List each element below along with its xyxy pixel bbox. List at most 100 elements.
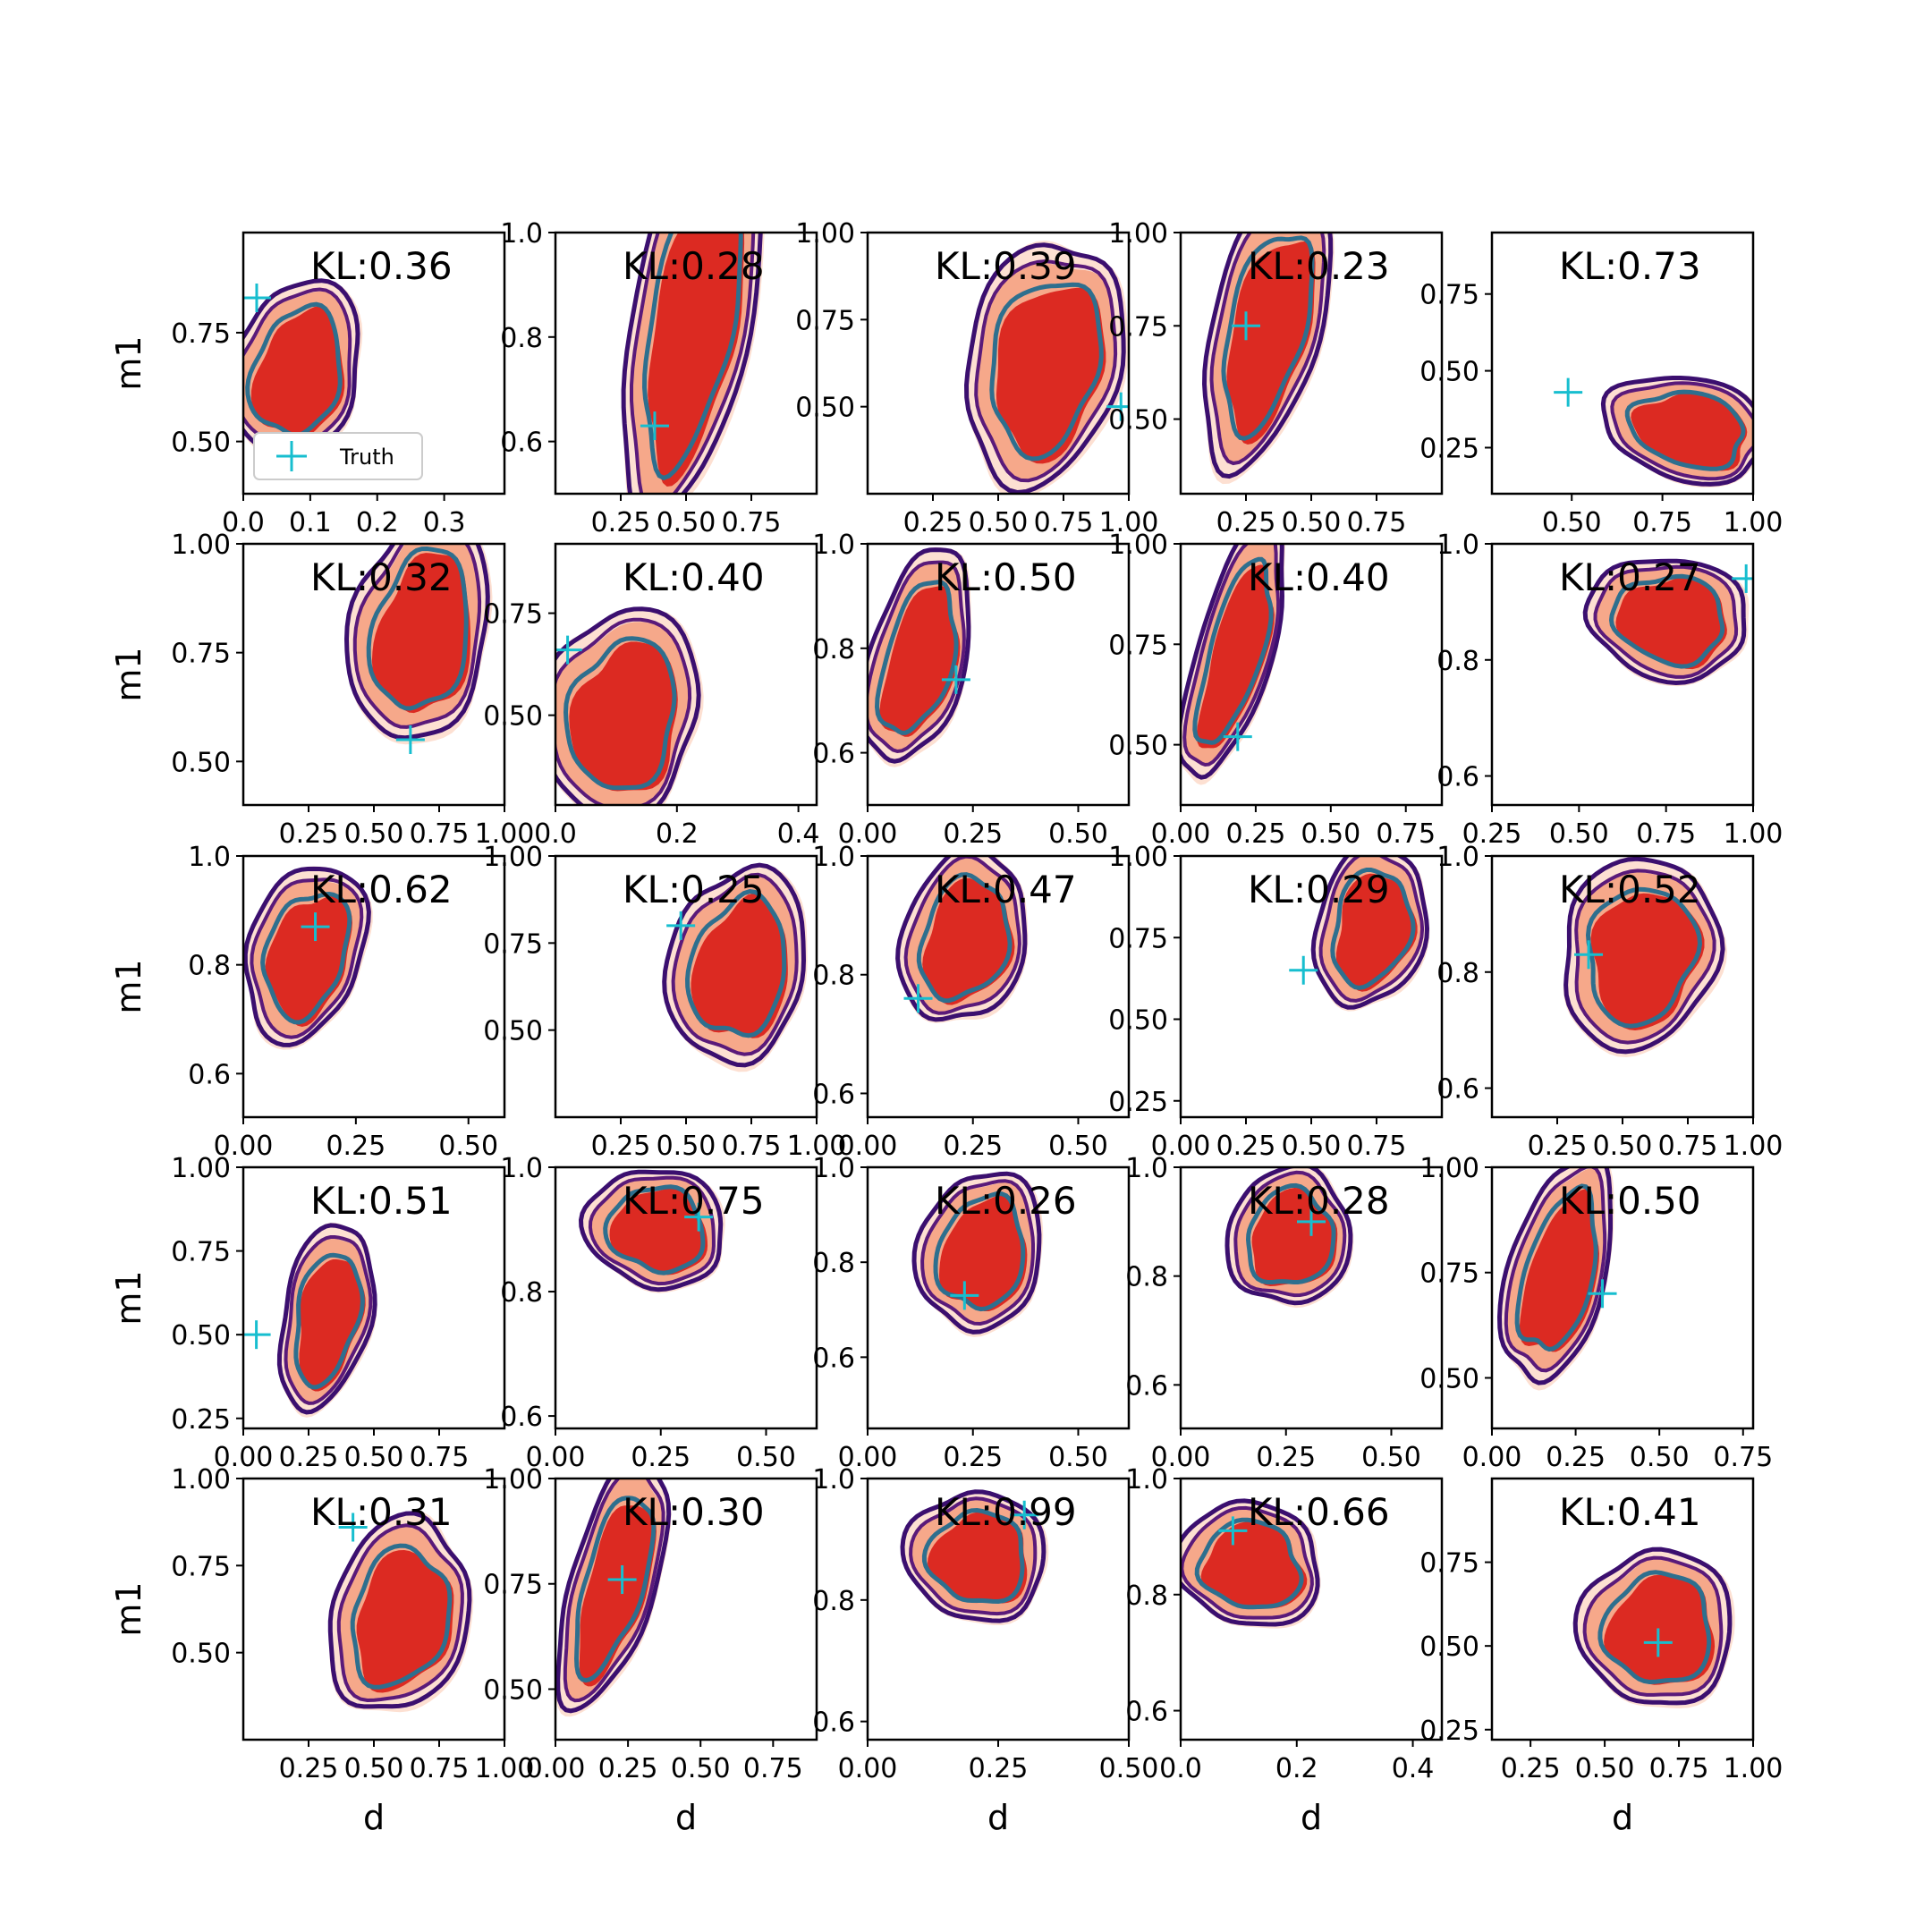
y-tick-label: 0.75 bbox=[1108, 923, 1168, 954]
truth-marker bbox=[941, 665, 970, 694]
subplot-23: 0.00 0.25 0.50 0.6 0.8 1.0 KL:0.99 d bbox=[812, 1464, 1158, 1837]
contour-line-outer bbox=[911, 1171, 1042, 1335]
kl-annotation: KL:0.40 bbox=[623, 555, 765, 599]
truth-marker bbox=[243, 284, 271, 312]
x-tick-label: 0.25 bbox=[326, 1131, 386, 1162]
x-tick-label: 0.4 bbox=[777, 818, 820, 850]
y-tick-label: 0.50 bbox=[483, 701, 543, 733]
x-tick-label: 0.75 bbox=[722, 1131, 782, 1162]
y-tick-label: 0.75 bbox=[1419, 1258, 1479, 1290]
contour-line-inner bbox=[1597, 1570, 1712, 1685]
truth-marker bbox=[1643, 1628, 1673, 1657]
kl-annotation: KL:0.36 bbox=[310, 244, 453, 288]
axes-frame bbox=[1490, 1477, 1755, 1741]
y-tick-label: 0.75 bbox=[483, 1570, 543, 1601]
contour-line-mid bbox=[1209, 233, 1326, 466]
x-tick-label: 0.25 bbox=[1256, 1442, 1316, 1473]
contour-line-mid bbox=[1182, 544, 1281, 767]
subplot-8: 0.00 0.25 0.50 0.6 0.8 1.0 KL:0.50 bbox=[812, 530, 1131, 850]
density-fill-inner bbox=[569, 641, 678, 792]
density-fill-inner bbox=[922, 877, 1015, 1005]
contour-line-outer bbox=[1582, 558, 1747, 686]
kl-annotation: KL:0.28 bbox=[1248, 1179, 1390, 1223]
x-tick-label: 0.25 bbox=[591, 507, 651, 538]
truth-marker bbox=[1106, 392, 1129, 421]
contour-line-outer bbox=[243, 866, 371, 1047]
density-fill-inner bbox=[691, 893, 788, 1038]
y-tick-label: 0.75 bbox=[1108, 630, 1168, 661]
x-tick-label: 0.25 bbox=[1501, 1753, 1561, 1784]
y-tick-label: 0.75 bbox=[483, 599, 543, 631]
truth-marker bbox=[684, 1202, 714, 1232]
truth-marker bbox=[301, 912, 330, 942]
density-contours bbox=[243, 278, 363, 466]
density-contours bbox=[868, 547, 971, 767]
contour-line-mid bbox=[563, 1479, 665, 1703]
x-tick-label: 0.50 bbox=[1630, 1442, 1690, 1473]
density-fill-inner bbox=[250, 306, 345, 438]
density-contours bbox=[1201, 233, 1335, 485]
contour-line-mid bbox=[250, 877, 364, 1039]
contour-line-outer bbox=[1224, 1167, 1353, 1306]
kl-annotation: KL:0.31 bbox=[310, 1490, 453, 1534]
y-tick-label: 1.00 bbox=[1108, 218, 1168, 250]
truth-marker bbox=[1010, 1500, 1039, 1530]
y-tick-label: 1.0 bbox=[812, 1464, 855, 1496]
truth-marker bbox=[1297, 1207, 1326, 1236]
truth-marker bbox=[1218, 1516, 1248, 1546]
contour-line-outer bbox=[1181, 1498, 1320, 1627]
y-tick-label: 0.50 bbox=[483, 1016, 543, 1047]
kl-annotation: KL:0.62 bbox=[310, 868, 453, 911]
y-tick-label: 0.8 bbox=[812, 1586, 855, 1617]
x-tick-label: 0.25 bbox=[279, 1442, 339, 1473]
y-tick-label: 1.00 bbox=[171, 530, 231, 561]
x-tick-label: 0.75 bbox=[1632, 507, 1692, 538]
x-tick-label: 0.25 bbox=[943, 818, 1003, 850]
kl-annotation: KL:0.75 bbox=[623, 1179, 765, 1223]
y-tick-label: 0.6 bbox=[812, 739, 855, 770]
density-contours bbox=[327, 1511, 474, 1713]
contour-line-inner bbox=[350, 1543, 453, 1690]
x-tick-label: 0.00 bbox=[1462, 1442, 1522, 1473]
contour-line-mid bbox=[1610, 381, 1753, 481]
kl-annotation: KL:0.29 bbox=[1248, 868, 1390, 911]
density-contours bbox=[895, 856, 1029, 1023]
x-tick-label: 0.50 bbox=[344, 818, 404, 850]
x-tick-label: 0.00 bbox=[838, 1442, 898, 1473]
contour-line-outer bbox=[1201, 233, 1334, 479]
kl-annotation: KL:0.27 bbox=[1559, 555, 1701, 599]
density-fill-inner bbox=[1519, 1189, 1599, 1352]
y-tick-label: 0.50 bbox=[1108, 731, 1168, 762]
x-tick-label: 0.25 bbox=[903, 507, 963, 538]
x-tick-label: 1.00 bbox=[475, 818, 535, 850]
y-tick-label: 0.25 bbox=[1419, 1716, 1479, 1747]
density-fill-inner bbox=[996, 287, 1106, 464]
x-axis-label: d bbox=[1301, 1798, 1322, 1837]
x-axis-label: d bbox=[987, 1798, 1009, 1837]
x-tick-label: 0.50 bbox=[1048, 818, 1108, 850]
y-tick-label: 0.8 bbox=[1436, 958, 1479, 989]
truth-marker bbox=[607, 1565, 637, 1595]
density-fill-inner bbox=[1251, 1188, 1338, 1286]
contour-line-outer bbox=[1181, 544, 1285, 780]
density-contours bbox=[621, 233, 765, 494]
x-tick-label: 0.50 bbox=[1575, 1753, 1635, 1784]
truth-marker bbox=[555, 635, 582, 665]
kl-annotation: KL:0.52 bbox=[1559, 868, 1701, 911]
contour-line-inner bbox=[1192, 556, 1274, 745]
density-contours bbox=[1310, 856, 1430, 1012]
truth-marker bbox=[243, 1320, 271, 1350]
y-tick-label: 0.50 bbox=[171, 1320, 231, 1352]
contour-line-outer bbox=[555, 1479, 672, 1714]
y-tick-label: 0.50 bbox=[171, 428, 231, 459]
axes-frame bbox=[1179, 542, 1444, 807]
contour-line-outer bbox=[327, 1511, 472, 1709]
axes-frame bbox=[1179, 1477, 1444, 1741]
density-fill-inner bbox=[1631, 393, 1748, 471]
y-tick-label: 0.8 bbox=[1436, 646, 1479, 677]
y-tick-label: 0.6 bbox=[188, 1059, 231, 1090]
x-tick-label: 0.25 bbox=[1216, 507, 1276, 538]
